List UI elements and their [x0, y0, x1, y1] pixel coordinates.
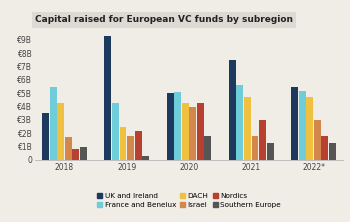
Bar: [174, 92, 181, 160]
Bar: [189, 107, 196, 160]
Bar: [321, 136, 328, 160]
Bar: [167, 93, 174, 160]
Bar: [135, 131, 141, 160]
Bar: [291, 87, 298, 160]
Bar: [80, 147, 87, 160]
Bar: [104, 36, 111, 160]
Bar: [127, 136, 134, 160]
Bar: [329, 143, 336, 160]
Bar: [229, 60, 236, 160]
Bar: [42, 113, 49, 160]
Bar: [182, 103, 189, 160]
Bar: [299, 91, 306, 160]
Bar: [314, 120, 321, 160]
Bar: [204, 136, 211, 160]
Bar: [259, 120, 266, 160]
Bar: [65, 137, 72, 160]
Bar: [112, 103, 119, 160]
Bar: [252, 136, 259, 160]
Bar: [119, 127, 126, 160]
Bar: [57, 103, 64, 160]
Bar: [237, 85, 243, 160]
Bar: [244, 97, 251, 160]
Text: Capital raised for European VC funds by subregion: Capital raised for European VC funds by …: [35, 16, 293, 24]
Legend: UK and Ireland, France and Benelux, DACH, Israel, Nordics, Southern Europe: UK and Ireland, France and Benelux, DACH…: [97, 193, 281, 208]
Bar: [197, 103, 204, 160]
Bar: [72, 149, 79, 160]
Bar: [50, 87, 57, 160]
Bar: [306, 97, 313, 160]
Bar: [267, 143, 274, 160]
Bar: [142, 156, 149, 160]
